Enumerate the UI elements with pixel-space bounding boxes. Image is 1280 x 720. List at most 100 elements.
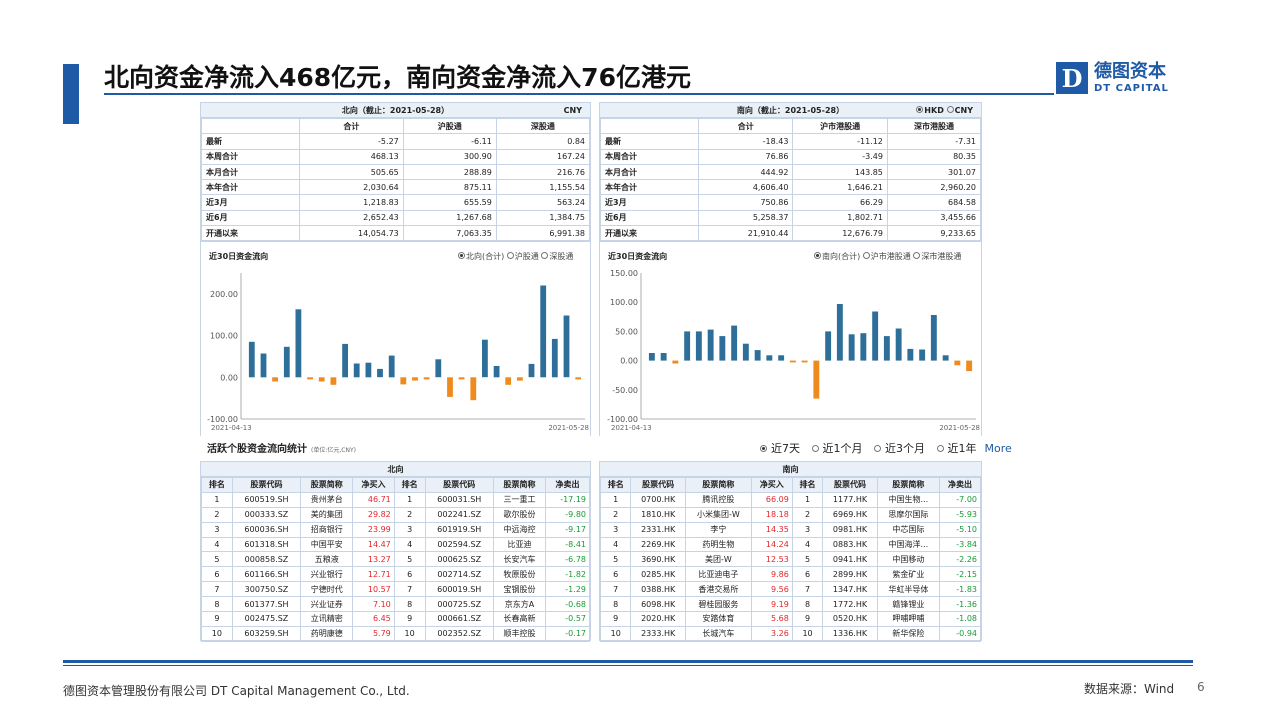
column-header: 沪市港股通 [792, 117, 888, 135]
table-row[interactable]: 10 603259.SH 药明康德 5.79 10 002352.SZ 顺丰控股 -0.17 [201, 625, 590, 642]
table-row[interactable]: 5 3690.HK 美团-W 12.53 5 0941.HK 中国移动 -2.26 [599, 551, 982, 568]
table-cell: 684.58 [886, 194, 982, 211]
table-cell: 603259.SH [231, 625, 302, 642]
chart-bar [295, 309, 302, 378]
table-cell: 9.19 [750, 596, 793, 613]
legend-option[interactable]: 深股通 [549, 252, 574, 261]
hkd-radio-icon[interactable] [916, 105, 924, 113]
tab-7-days[interactable]: 近7天 [760, 442, 804, 455]
table-row[interactable]: 1 600519.SH 贵州茅台 46.71 1 600031.SH 三一重工 -17.19 [201, 491, 590, 508]
chart-bar [707, 329, 714, 361]
table-cell: 2020.HK [630, 611, 686, 627]
company-logo: D 德图资本 DT CAPITAL [1056, 62, 1169, 94]
sz-hk-connect-radio-icon[interactable] [913, 252, 921, 259]
south-total-radio-icon[interactable] [814, 252, 821, 259]
table-cell: 思摩尔国际 [876, 506, 940, 523]
y-tick-label: 150.00 [610, 269, 638, 278]
table-row[interactable]: 2 1810.HK 小米集团-W 18.18 2 6969.HK 思摩尔国际 -5.93 [599, 506, 982, 523]
chart-bar [458, 377, 465, 380]
chart-bar [318, 377, 325, 382]
table-cell: 002475.SZ [231, 611, 302, 627]
table-row[interactable]: 5 000858.SZ 五粮液 13.27 5 000625.SZ 长安汽车 -6.78 [201, 551, 590, 568]
table-cell: 4 [201, 536, 233, 553]
table-cell: 288.89 [402, 163, 497, 181]
table-row[interactable]: 3 2331.HK 李宁 14.35 3 0981.HK 中芯国际 -5.10 [599, 521, 982, 538]
column-header: 股票代码 [424, 477, 494, 493]
table-row[interactable]: 4 601318.SH 中国平安 14.47 4 002594.SZ 比亚迪 -8.41 [201, 536, 590, 553]
table-header-row: 合计 沪市港股通 深市港股通 [600, 117, 982, 135]
table-cell: 兴业证券 [300, 596, 354, 613]
table-row[interactable]: 1 0700.HK 腾讯控股 66.09 1 1177.HK 中国生物... -7.00 [599, 491, 982, 508]
y-tick-label: 0.00 [220, 373, 238, 382]
table-cell: 10.57 [352, 581, 395, 598]
period-tabs: 近7天 近1个月 近3个月 近1年 More [760, 440, 1016, 456]
table-row[interactable]: 7 300750.SZ 宁德时代 10.57 7 600019.SH 宝钢股份 -1.29 [201, 581, 590, 598]
legend-option[interactable]: 北向(合计) [466, 252, 505, 261]
legend-option[interactable]: 沪股通 [514, 252, 539, 261]
table-cell: 14.24 [750, 536, 793, 553]
table-row: 本年合计 4,606.40 1,646.21 2,960.20 [600, 179, 982, 196]
sh-connect-radio-icon[interactable] [506, 252, 514, 259]
table-cell: 3 [393, 521, 426, 538]
chart-bar [505, 377, 512, 385]
table-cell: 76.86 [697, 148, 794, 165]
table-row: 本月合计 505.65 288.89 216.76 [201, 163, 591, 181]
cny-label[interactable]: CNY [954, 105, 973, 115]
north-rank-title: 北向 [387, 464, 404, 474]
tab-3-months[interactable]: 近3个月 [874, 442, 929, 455]
table-cell: 301.07 [886, 163, 982, 181]
column-header: 股票代码 [231, 477, 302, 493]
table-cell: 李宁 [684, 521, 752, 538]
chart-bar [377, 368, 383, 378]
tab-1-month[interactable]: 近1个月 [811, 442, 867, 455]
north-chart-legend: 北向(合计) 沪股通 深股通 [458, 251, 573, 262]
chart-bar [919, 349, 926, 361]
table-cell: 3 [791, 521, 824, 538]
more-link[interactable]: More [984, 442, 1012, 455]
table-row[interactable]: 4 2269.HK 药明生物 14.24 4 0883.HK 中国海洋... -3.84 [599, 536, 982, 553]
table-row[interactable]: 2 000333.SZ 美的集团 29.82 2 002241.SZ 歌尔股份 -9.80 [201, 506, 590, 523]
table-cell: 6 [599, 566, 632, 583]
sh-hk-connect-radio-icon[interactable] [862, 252, 870, 259]
south-rank-table: 排名 股票代码 股票简称 净买入 排名 股票代码 股票简称 净卖出 1 0700.HK 腾讯控股 66… [599, 477, 982, 642]
table-row: 近6月 5,258.37 1,802.71 3,455.66 [600, 209, 982, 227]
table-row[interactable]: 8 601377.SH 兴业证券 7.10 8 000725.SZ 京东方A -0.68 [201, 596, 590, 613]
table-cell: 000661.SZ [424, 611, 494, 627]
hkd-label[interactable]: HKD [924, 105, 944, 115]
table-row[interactable]: 10 2333.HK 长城汽车 3.26 10 1336.HK 新华保险 -0.94 [599, 625, 982, 642]
column-header: 净买入 [750, 477, 793, 493]
cny-radio-icon[interactable] [946, 105, 954, 113]
table-row[interactable]: 6 601166.SH 兴业银行 12.71 6 002714.SZ 牧原股份 -1.82 [201, 566, 590, 583]
row-label: 最新 [201, 133, 300, 150]
table-row[interactable]: 7 0388.HK 香港交易所 9.56 7 1347.HK 华虹半导体 -1.83 [599, 581, 982, 598]
table-cell: 2,960.20 [886, 179, 982, 196]
table-cell: 兴业银行 [300, 566, 354, 583]
table-cell: 216.76 [495, 163, 591, 181]
tab-1-year[interactable]: 近1年 [936, 442, 981, 455]
legend-option[interactable]: 深市港股通 [921, 252, 962, 261]
north-total-radio-icon[interactable] [458, 252, 465, 259]
chart-bar [563, 315, 570, 378]
table-cell: -11.12 [792, 133, 888, 150]
table-cell: -2.15 [938, 566, 982, 583]
table-cell: 顺丰控股 [492, 625, 547, 642]
table-header-row: 排名 股票代码 股票简称 净买入 排名 股票代码 股票简称 净卖出 [599, 477, 982, 493]
north-summary-title: 北向（截止：2021-05-28） [341, 105, 450, 115]
legend-option[interactable]: 沪市港股通 [870, 252, 911, 261]
table-row: 本周合计 468.13 300.90 167.24 [201, 148, 591, 165]
south-chart-title: 近30日资金流向 [608, 252, 668, 261]
chart-bar [260, 353, 267, 378]
table-row[interactable]: 9 002475.SZ 立讯精密 6.45 9 000661.SZ 长春高新 -0.57 [201, 611, 590, 627]
chart-bar [789, 360, 796, 363]
sz-connect-radio-icon[interactable] [541, 252, 549, 259]
table-row[interactable]: 3 600036.SH 招商银行 23.99 3 601919.SH 中远海控 -9.17 [201, 521, 590, 538]
table-cell: 0941.HK [822, 551, 878, 568]
y-tick-label: 50.00 [615, 327, 638, 336]
table-row[interactable]: 8 6098.HK 碧桂园服务 9.19 8 1772.HK 赣锋锂业 -1.36 [599, 596, 982, 613]
table-cell: 0.84 [495, 133, 591, 150]
chart-bar [766, 355, 773, 361]
legend-option[interactable]: 南向(合计) [822, 252, 861, 261]
table-row[interactable]: 6 0285.HK 比亚迪电子 9.86 6 2899.HK 紫金矿业 -2.15 [599, 566, 982, 583]
table-row[interactable]: 9 2020.HK 安踏体育 5.68 9 0520.HK 呷哺呷哺 -1.08 [599, 611, 982, 627]
chart-bar [307, 377, 313, 380]
